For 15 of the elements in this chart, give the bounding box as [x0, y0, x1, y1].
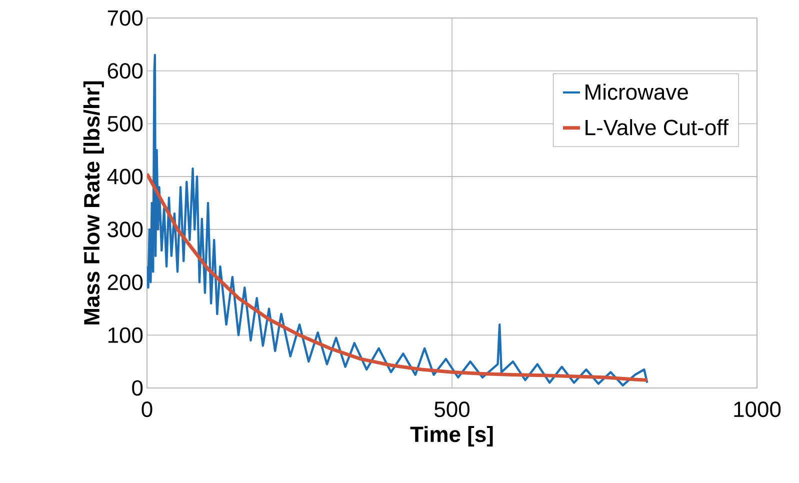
y-axis-title: Mass Flow Rate [lbs/hr]	[83, 81, 104, 324]
y-tick-label: 500	[108, 116, 143, 132]
x-tick-label: 1000	[734, 402, 781, 418]
y-tick-label: 700	[108, 10, 143, 26]
line-series	[147, 172, 649, 382]
y-tick-label: 600	[108, 63, 143, 79]
x-tick-label: 500	[434, 402, 470, 418]
y-tick-label: 0	[132, 380, 143, 396]
y-tick-label: 200	[108, 274, 143, 290]
legend-label: L-Valve Cut-off	[586, 119, 729, 136]
x-axis-title: Time [s]	[410, 426, 493, 446]
y-tick-label: 100	[108, 327, 143, 343]
y-tick-label: 300	[108, 222, 143, 238]
legend-label: Microwave	[586, 84, 688, 100]
y-tick-label: 400	[107, 168, 143, 184]
